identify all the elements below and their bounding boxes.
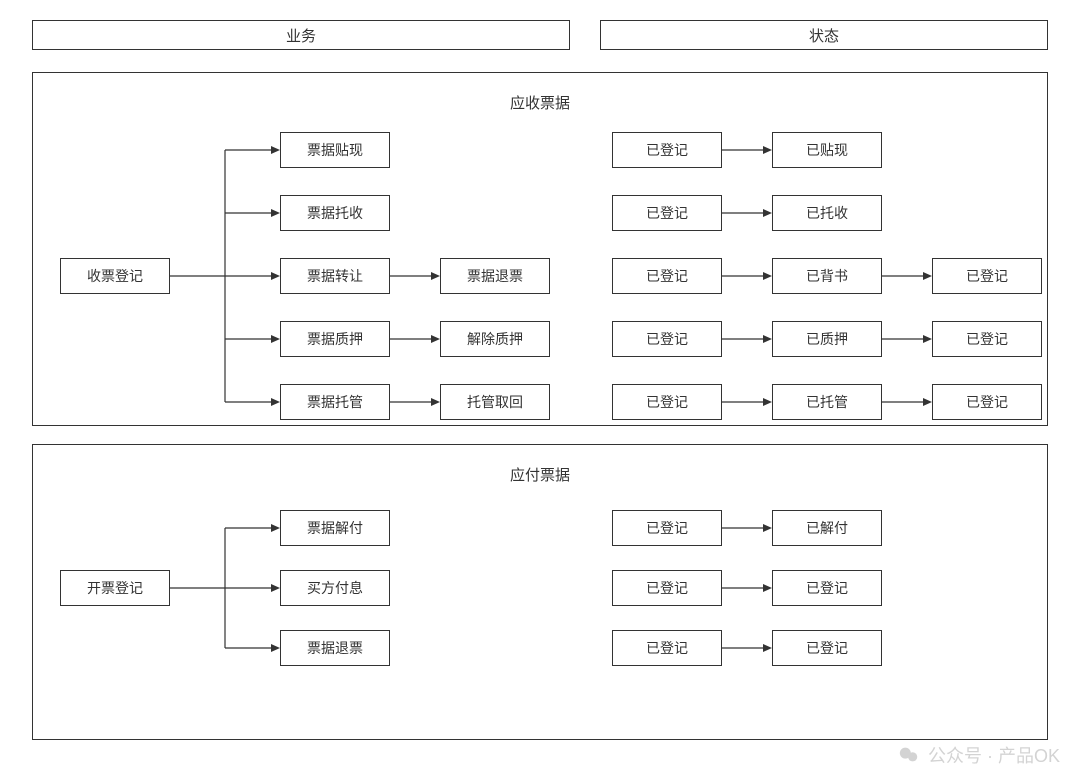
node-s_a1: 已登记 <box>612 132 722 168</box>
node-s_b2: 已托收 <box>772 195 882 231</box>
node-label: 已登记 <box>966 329 1008 349</box>
node-s_c3: 已登记 <box>932 258 1042 294</box>
node-label: 已登记 <box>646 266 688 286</box>
node-label: 票据托管 <box>307 392 363 412</box>
node-a_c5: 托管取回 <box>440 384 550 420</box>
section-receivable-title: 应收票据 <box>510 92 570 113</box>
node-s_c5: 已登记 <box>932 384 1042 420</box>
node-label: 已登记 <box>966 392 1008 412</box>
node-label: 解除质押 <box>467 329 523 349</box>
node-s_a3: 已登记 <box>612 258 722 294</box>
node-p_b2: 买方付息 <box>280 570 390 606</box>
node-label: 收票登记 <box>87 266 143 286</box>
node-label: 托管取回 <box>467 392 523 412</box>
node-s_a2: 已登记 <box>612 195 722 231</box>
node-p_b1: 票据解付 <box>280 510 390 546</box>
node-a_b4: 票据质押 <box>280 321 390 357</box>
node-s_a5: 已登记 <box>612 384 722 420</box>
header-status-label: 状态 <box>809 25 839 46</box>
node-label: 已托收 <box>806 203 848 223</box>
node-label: 已托管 <box>806 392 848 412</box>
node-label: 票据托收 <box>307 203 363 223</box>
node-label: 已质押 <box>806 329 848 349</box>
node-s_c4: 已登记 <box>932 321 1042 357</box>
node-label: 已登记 <box>806 638 848 658</box>
node-ps_b2: 已登记 <box>772 570 882 606</box>
node-a_c4: 解除质押 <box>440 321 550 357</box>
node-a_b2: 票据托收 <box>280 195 390 231</box>
node-ps_b1: 已解付 <box>772 510 882 546</box>
node-label: 票据转让 <box>307 266 363 286</box>
node-label: 已登记 <box>646 638 688 658</box>
node-label: 已登记 <box>646 140 688 160</box>
node-s_b4: 已质押 <box>772 321 882 357</box>
node-s_b1: 已贴现 <box>772 132 882 168</box>
node-label: 已背书 <box>806 266 848 286</box>
node-label: 已登记 <box>646 578 688 598</box>
node-ps_b3: 已登记 <box>772 630 882 666</box>
node-label: 票据解付 <box>307 518 363 538</box>
node-label: 票据退票 <box>467 266 523 286</box>
watermark: 公众号 · 产品OK <box>898 742 1060 768</box>
node-p_b3: 票据退票 <box>280 630 390 666</box>
wechat-icon <box>898 744 920 766</box>
section-receivable <box>32 72 1048 426</box>
node-label: 已登记 <box>646 203 688 223</box>
node-a_c3: 票据退票 <box>440 258 550 294</box>
node-label: 已贴现 <box>806 140 848 160</box>
node-ps_a1: 已登记 <box>612 510 722 546</box>
node-a_b1: 票据贴现 <box>280 132 390 168</box>
node-s_b5: 已托管 <box>772 384 882 420</box>
node-ps_a2: 已登记 <box>612 570 722 606</box>
node-label: 票据质押 <box>307 329 363 349</box>
node-label: 已解付 <box>806 518 848 538</box>
node-label: 开票登记 <box>87 578 143 598</box>
node-a_b5: 票据托管 <box>280 384 390 420</box>
node-label: 已登记 <box>806 578 848 598</box>
node-label: 票据退票 <box>307 638 363 658</box>
node-a_b3: 票据转让 <box>280 258 390 294</box>
header-business-label: 业务 <box>286 25 316 46</box>
node-label: 买方付息 <box>307 578 363 598</box>
node-ps_a3: 已登记 <box>612 630 722 666</box>
header-status: 状态 <box>600 20 1048 50</box>
node-label: 已登记 <box>646 518 688 538</box>
header-business: 业务 <box>32 20 570 50</box>
section-payable-title: 应付票据 <box>510 464 570 485</box>
watermark-text: 公众号 · 产品OK <box>928 742 1060 768</box>
node-label: 票据贴现 <box>307 140 363 160</box>
node-label: 已登记 <box>646 329 688 349</box>
node-label: 已登记 <box>646 392 688 412</box>
node-label: 已登记 <box>966 266 1008 286</box>
node-p_root: 开票登记 <box>60 570 170 606</box>
node-a_root: 收票登记 <box>60 258 170 294</box>
section-payable <box>32 444 1048 740</box>
node-s_a4: 已登记 <box>612 321 722 357</box>
node-s_b3: 已背书 <box>772 258 882 294</box>
